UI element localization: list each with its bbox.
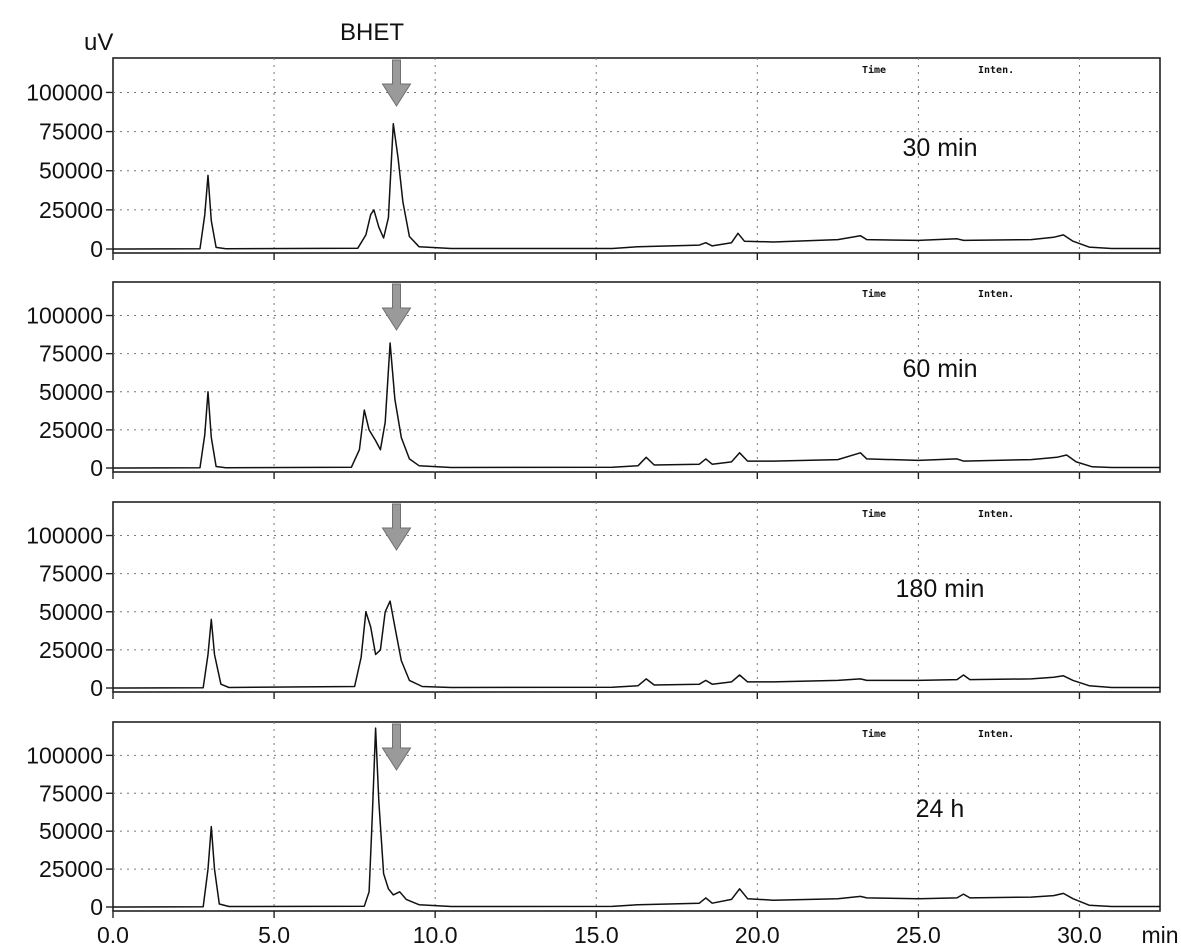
y-tick-label: 100000 bbox=[26, 742, 103, 768]
panel-1: 0 25000 50000 75000 100000 Time Inten. 30 min bbox=[26, 58, 1160, 262]
panel-2: 0 25000 50000 75000 100000 Time Inten. 60 min bbox=[26, 282, 1160, 481]
y-tick-label: 0 bbox=[90, 455, 103, 481]
chromatogram-trace bbox=[113, 343, 1160, 468]
y-tick-label: 0 bbox=[90, 894, 103, 920]
x-tick-label: 20.0 bbox=[735, 922, 780, 948]
x-tick-label: 25.0 bbox=[896, 922, 941, 948]
panel-4: 0 25000 50000 75000 100000 Time Inten. 24 h bbox=[26, 722, 1160, 920]
y-tick-label: 50000 bbox=[39, 158, 103, 184]
x-tick-label: 30.0 bbox=[1057, 922, 1102, 948]
y-tick-label: 50000 bbox=[39, 599, 103, 625]
bhet-arrow-icon bbox=[382, 724, 410, 770]
chromatogram-trace bbox=[113, 601, 1160, 688]
x-tick-label: 5.0 bbox=[258, 922, 290, 948]
legend-header-intensity: Inten. bbox=[978, 65, 1014, 76]
panel-3: 0 25000 50000 75000 100000 Time Inten. 180 min bbox=[26, 502, 1160, 701]
y-tick-label: 75000 bbox=[39, 561, 103, 587]
x-axis-tick-labels: 0.0 5.0 10.0 15.0 20.0 25.0 30.0 bbox=[97, 922, 1102, 948]
legend-header-time: Time bbox=[862, 508, 886, 520]
bhet-arrow-icon bbox=[382, 504, 410, 550]
y-tick-label: 0 bbox=[90, 675, 103, 701]
y-tick-label: 25000 bbox=[39, 197, 103, 223]
y-tick-label: 50000 bbox=[39, 379, 103, 405]
y-tick-label: 25000 bbox=[39, 417, 103, 443]
y-tick-label: 100000 bbox=[26, 303, 103, 329]
y-axis-unit-label: uV bbox=[84, 29, 113, 56]
y-tick-label: 75000 bbox=[39, 341, 103, 367]
chromatogram-trace bbox=[113, 124, 1160, 249]
bhet-arrow-icon bbox=[382, 60, 410, 106]
y-tick-label: 75000 bbox=[39, 119, 103, 145]
bhet-annotation: BHET bbox=[340, 19, 404, 46]
y-tick-label: 25000 bbox=[39, 856, 103, 882]
x-tick-label: 10.0 bbox=[413, 922, 458, 948]
panel-time-label: 30 min bbox=[902, 134, 977, 162]
x-tick-label: 0.0 bbox=[97, 922, 129, 948]
panel-time-label: 60 min bbox=[902, 355, 977, 383]
x-axis-unit-label: min bbox=[1141, 922, 1178, 948]
y-tick-label: 25000 bbox=[39, 637, 103, 663]
legend-header-time: Time bbox=[862, 288, 886, 300]
y-tick-label: 100000 bbox=[26, 523, 103, 549]
legend-header-intensity: Inten. bbox=[978, 729, 1014, 740]
legend-header-intensity: Inten. bbox=[978, 509, 1014, 520]
panel-frame bbox=[113, 282, 1160, 472]
bhet-arrow-icon bbox=[382, 284, 410, 330]
legend-header-intensity: Inten. bbox=[978, 289, 1014, 300]
chromatogram-panels: 0 25000 50000 75000 100000 Time Inten. 30 min 0 2… bbox=[26, 58, 1160, 920]
x-tick-label: 15.0 bbox=[574, 922, 619, 948]
y-tick-label: 0 bbox=[90, 236, 103, 262]
panel-frame bbox=[113, 502, 1160, 692]
legend-header-time: Time bbox=[862, 64, 886, 76]
y-tick-label: 100000 bbox=[26, 79, 103, 105]
panel-frame bbox=[113, 58, 1160, 253]
panel-frame bbox=[113, 722, 1160, 911]
legend-header-time: Time bbox=[862, 728, 886, 740]
panel-time-label: 24 h bbox=[916, 795, 965, 823]
panel-time-label: 180 min bbox=[896, 575, 985, 603]
y-tick-label: 50000 bbox=[39, 818, 103, 844]
y-tick-label: 75000 bbox=[39, 780, 103, 806]
